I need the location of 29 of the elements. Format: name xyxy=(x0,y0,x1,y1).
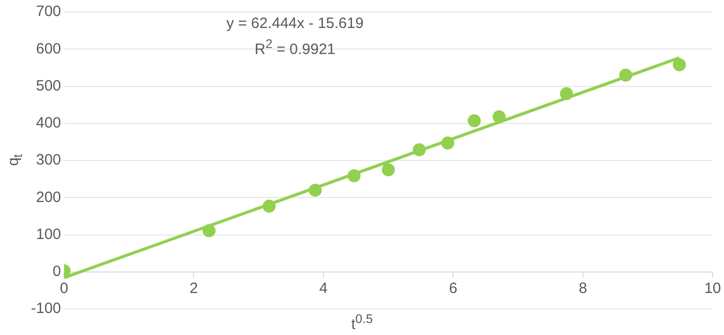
point xyxy=(672,58,686,72)
x-axis-title: t$^{0.5}$ xyxy=(351,312,373,333)
annotation: R$^{2}$ = 0.9921 xyxy=(254,36,336,60)
x-tick-label: 4 xyxy=(319,280,328,298)
point xyxy=(308,184,322,197)
point xyxy=(492,110,506,124)
y-tick-label: 100 xyxy=(36,226,62,243)
y-tick-label: 400 xyxy=(36,114,62,132)
point xyxy=(412,143,426,156)
y-tick-label: 0 xyxy=(52,263,62,280)
point xyxy=(560,87,573,100)
y-tick-label: 700 xyxy=(36,3,62,20)
annotation: y = 62.444x - 15.619 xyxy=(225,14,365,34)
point xyxy=(202,224,216,238)
point xyxy=(619,68,632,82)
x-tick-label: 10 xyxy=(704,280,721,298)
y-tick-label: 500 xyxy=(36,77,62,94)
point xyxy=(348,169,361,182)
point xyxy=(441,136,454,150)
point xyxy=(468,114,481,128)
point xyxy=(262,200,276,213)
y-tick-label: 200 xyxy=(36,188,62,206)
x-tick-label: 2 xyxy=(190,280,198,298)
point xyxy=(382,163,395,176)
x-tick-label: 8 xyxy=(578,280,588,298)
y-tick-label: 300 xyxy=(36,152,62,169)
y-tick-label: 600 xyxy=(36,40,62,58)
y-tick-label: -100 xyxy=(30,300,62,318)
x-tick-label: 6 xyxy=(449,280,458,298)
